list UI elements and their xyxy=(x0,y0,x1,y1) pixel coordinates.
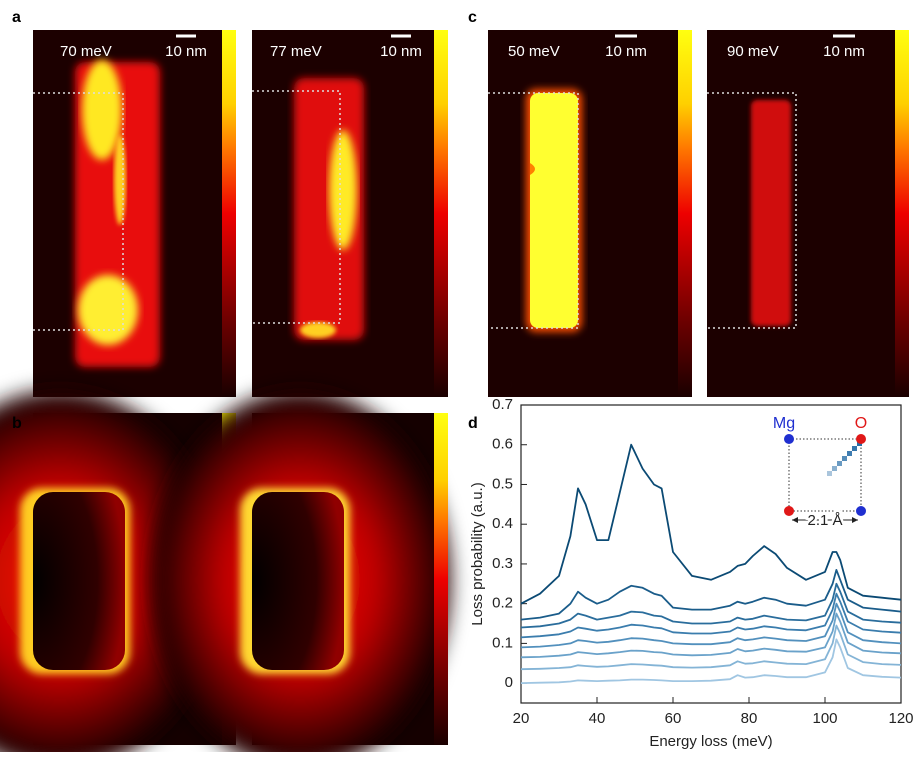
y-tick-label: 0.6 xyxy=(492,436,513,453)
atom xyxy=(856,506,866,516)
y-tick-label: 0.4 xyxy=(492,515,513,532)
scale-label: 10 nm xyxy=(823,43,865,60)
energy-label: 70 meV xyxy=(60,43,112,60)
map-a2 xyxy=(252,30,448,397)
series-line xyxy=(520,592,902,639)
y-tick-label: 0 xyxy=(505,674,513,691)
energy-label: 77 meV xyxy=(270,43,322,60)
series-line xyxy=(520,638,902,684)
x-axis-label: Energy loss (meV) xyxy=(649,733,772,750)
atom xyxy=(784,434,794,444)
panel-label: c xyxy=(468,9,477,26)
scale-label: 10 nm xyxy=(605,43,647,60)
series-line xyxy=(520,582,902,629)
atom xyxy=(784,506,794,516)
panel-label: b xyxy=(12,415,22,432)
x-tick-label: 60 xyxy=(665,710,682,727)
x-tick-label: 80 xyxy=(741,710,758,727)
scale-label: 10 nm xyxy=(165,43,207,60)
series-line xyxy=(520,602,902,649)
y-axis-label: Loss probability (a.u.) xyxy=(469,482,486,625)
series-line xyxy=(520,624,902,671)
x-tick-label: 20 xyxy=(513,710,530,727)
energy-label: 50 meV xyxy=(508,43,560,60)
map-b2 xyxy=(150,390,450,757)
series-line xyxy=(520,443,902,605)
distance-label: 2.1 Å xyxy=(807,512,842,529)
energy-label: 90 meV xyxy=(727,43,779,60)
y-tick-label: 0.3 xyxy=(492,555,513,572)
atom-label: O xyxy=(855,415,867,432)
x-tick-label: 120 xyxy=(888,710,913,727)
x-tick-label: 100 xyxy=(812,710,837,727)
panel-label: d xyxy=(468,415,478,432)
map-c1 xyxy=(488,30,692,397)
series-line xyxy=(520,612,902,659)
y-tick-label: 0.5 xyxy=(492,475,513,492)
map-c2 xyxy=(707,30,909,397)
map-a1 xyxy=(33,30,236,397)
x-tick-label: 40 xyxy=(589,710,606,727)
y-tick-label: 0.1 xyxy=(492,634,513,651)
plot-frame xyxy=(520,404,902,704)
series-line xyxy=(520,569,902,621)
panel-label: a xyxy=(12,9,21,26)
atom-label: Mg xyxy=(773,415,795,432)
inset xyxy=(788,438,862,523)
y-tick-label: 0.7 xyxy=(492,396,513,413)
atom xyxy=(856,434,866,444)
y-tick-label: 0.2 xyxy=(492,595,513,612)
scale-label: 10 nm xyxy=(380,43,422,60)
